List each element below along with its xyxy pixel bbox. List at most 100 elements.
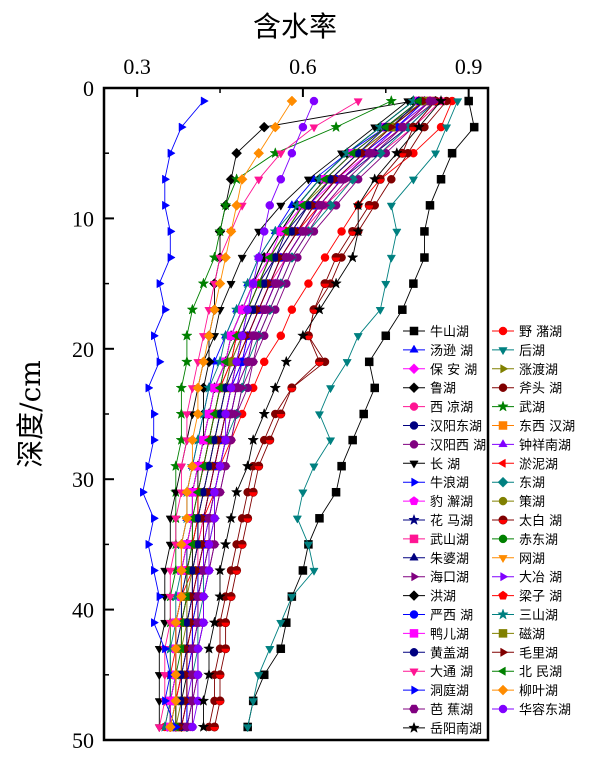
data-point [167, 148, 176, 158]
legend-item: 武山湖 [403, 533, 469, 548]
legend-item: 柳叶湖 [492, 684, 558, 699]
data-point [386, 202, 396, 211]
data-point [151, 565, 160, 576]
data-point [165, 541, 175, 550]
legend-marker [409, 534, 419, 544]
series-21 [210, 96, 441, 732]
data-point [420, 253, 429, 262]
data-point [154, 724, 164, 733]
data-point [219, 199, 232, 211]
legend-marker [497, 684, 509, 696]
data-point [320, 253, 330, 262]
data-point [193, 644, 203, 653]
data-point [180, 355, 193, 367]
series-41 [188, 96, 319, 732]
legend-marker [498, 555, 508, 564]
data-point [165, 593, 175, 602]
data-point [364, 148, 375, 158]
data-point [330, 120, 342, 133]
data-point [170, 695, 182, 707]
data-point [276, 409, 286, 419]
legend-marker [498, 347, 508, 356]
data-point [370, 383, 379, 393]
legend-marker [409, 421, 419, 430]
data-point [154, 672, 164, 681]
data-point [214, 590, 226, 602]
data-point [265, 201, 275, 210]
legend-item: 鸭儿湖 [403, 627, 469, 642]
data-point [276, 619, 286, 628]
data-point [232, 565, 242, 575]
legend-label: 华容东湖 [519, 702, 571, 718]
legend-item: 后湖 [492, 344, 545, 359]
data-point [151, 618, 160, 628]
series-36 [154, 98, 363, 733]
legend-marker [498, 439, 508, 448]
data-point [248, 279, 258, 288]
data-point [237, 331, 247, 341]
legend-marker [497, 608, 509, 620]
legend-item: 策湖 [492, 494, 545, 510]
series-39 [164, 95, 298, 733]
data-point [254, 253, 263, 262]
legend-item: 磁湖 [492, 627, 545, 642]
legend-item: 野 潴湖 [492, 325, 562, 340]
legend-marker [498, 421, 508, 430]
data-point [170, 617, 182, 628]
data-point [269, 121, 281, 133]
data-point [254, 672, 264, 681]
data-point [264, 252, 273, 263]
legend-marker [498, 629, 508, 638]
legend-marker [409, 610, 419, 619]
data-point [186, 303, 199, 315]
series-42 [197, 94, 447, 732]
data-point [303, 541, 314, 550]
legend-item: 芭 蕉湖 [403, 703, 473, 718]
series-line [214, 100, 436, 728]
plot-area [140, 94, 479, 733]
data-point [203, 435, 212, 445]
data-point [309, 463, 319, 472]
data-point [408, 176, 419, 185]
data-point [209, 304, 220, 316]
data-point [259, 227, 269, 236]
data-point [314, 411, 325, 420]
legend-label: 东湖 [519, 476, 545, 491]
data-point [319, 174, 328, 184]
legend-item: 洪湖 [403, 590, 456, 605]
data-point [286, 95, 298, 107]
data-point [165, 515, 175, 524]
data-point [237, 539, 247, 549]
data-point [325, 385, 336, 394]
data-point [309, 305, 319, 315]
data-point [225, 226, 237, 237]
data-point [342, 359, 352, 368]
data-point [309, 96, 319, 106]
data-point [309, 124, 319, 133]
data-point [167, 226, 176, 237]
data-point [214, 564, 226, 576]
legend-marker [409, 460, 419, 469]
data-point [226, 592, 236, 602]
data-point [198, 461, 207, 471]
data-point [178, 122, 187, 132]
data-point [219, 538, 232, 550]
data-point [187, 434, 198, 446]
legend-label: 牛浪湖 [430, 476, 469, 491]
legend-item: 淤泥湖 [492, 457, 558, 472]
data-point [247, 433, 259, 445]
data-point [387, 175, 396, 184]
data-point [276, 331, 286, 341]
legend-label: 柳叶湖 [519, 684, 558, 699]
data-point [162, 644, 171, 654]
data-point [140, 487, 149, 497]
x-tick-label: 0.3 [123, 54, 151, 79]
data-point [154, 698, 164, 707]
data-point [165, 567, 175, 576]
legend-label: 朱婆湖 [430, 552, 469, 567]
data-point [386, 254, 396, 263]
data-point [397, 148, 407, 158]
legend-marker [408, 721, 420, 733]
data-point [156, 591, 165, 602]
data-point [453, 98, 463, 107]
